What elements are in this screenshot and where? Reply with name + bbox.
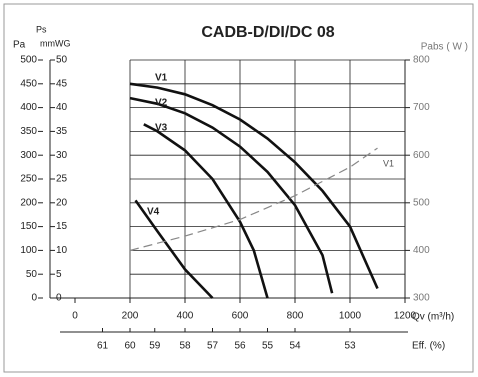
x-tick-label: 800: [287, 311, 304, 322]
mmwg-tick-label: 50: [56, 55, 68, 66]
mmwg-tick-label: 35: [56, 126, 68, 137]
x-label: Qv (m³/h): [412, 312, 454, 323]
frame: [3, 3, 474, 373]
x-tick-label: 0: [72, 311, 78, 322]
eff-tick-label: 53: [344, 341, 356, 352]
curve: [129, 82, 379, 290]
y2-tick-label: 600: [413, 150, 430, 161]
y2-tick-label: 500: [413, 197, 430, 208]
y-tick-label: 350: [20, 126, 37, 137]
y-tick-label: 300: [20, 150, 37, 161]
eff-label: Eff. (%): [412, 341, 445, 352]
y-label: Pa: [13, 40, 26, 51]
curve: [129, 96, 334, 294]
mmwg-tick-label: 5: [56, 269, 62, 280]
x-tick-label: 1000: [339, 311, 362, 322]
eff-tick-label: 59: [149, 341, 161, 352]
eff-tick-label: 56: [234, 341, 246, 352]
y-label-top: Ps: [36, 24, 47, 34]
chart-title: CADB-D/DI/DC 08: [201, 24, 334, 41]
curve: [143, 123, 269, 299]
y2-tick-label: 800: [413, 55, 430, 66]
curve-label: V2: [155, 98, 168, 109]
y2-label: Pabs ( W ): [421, 42, 468, 53]
y-tick-label: 250: [20, 174, 37, 185]
y2-tick-label: 300: [413, 293, 430, 304]
y-tick-label: 50: [26, 269, 38, 280]
curve-label: V1: [155, 73, 168, 84]
y2-tick-label: 400: [413, 245, 430, 256]
mmwg-tick-label: 25: [56, 174, 68, 185]
eff-tick-label: 61: [97, 341, 109, 352]
x-tick-label: 400: [177, 311, 194, 322]
y-tick-label: 400: [20, 102, 37, 113]
curve-label: V1: [383, 158, 394, 168]
mmwg-tick-label: 30: [56, 150, 68, 161]
mmwg-tick-label: 20: [56, 197, 68, 208]
mmwg-label: mmWG: [40, 38, 71, 48]
curve-label: V3: [155, 123, 168, 134]
y-tick-label: 0: [31, 293, 37, 304]
eff-tick-label: 55: [262, 341, 274, 352]
eff-tick-label: 54: [289, 341, 301, 352]
x-tick-label: 600: [232, 311, 249, 322]
eff-tick-label: 60: [124, 341, 136, 352]
mmwg-tick-label: 10: [56, 245, 68, 256]
y-tick-label: 200: [20, 197, 37, 208]
curve: [129, 147, 378, 251]
x-tick-label: 200: [122, 311, 139, 322]
y-tick-label: 100: [20, 245, 37, 256]
mmwg-tick-label: 40: [56, 102, 68, 113]
x-tick-label: 1200: [394, 311, 417, 322]
y2-tick-label: 700: [413, 102, 430, 113]
curve: [134, 199, 214, 299]
mmwg-tick-label: 15: [56, 221, 68, 232]
mmwg-tick-label: 45: [56, 78, 68, 89]
eff-tick-label: 57: [207, 341, 219, 352]
y-tick-label: 450: [20, 78, 37, 89]
eff-tick-label: 58: [179, 341, 191, 352]
curve-label: V4: [147, 207, 160, 218]
y-tick-label: 150: [20, 221, 37, 232]
y-tick-label: 500: [20, 55, 37, 66]
